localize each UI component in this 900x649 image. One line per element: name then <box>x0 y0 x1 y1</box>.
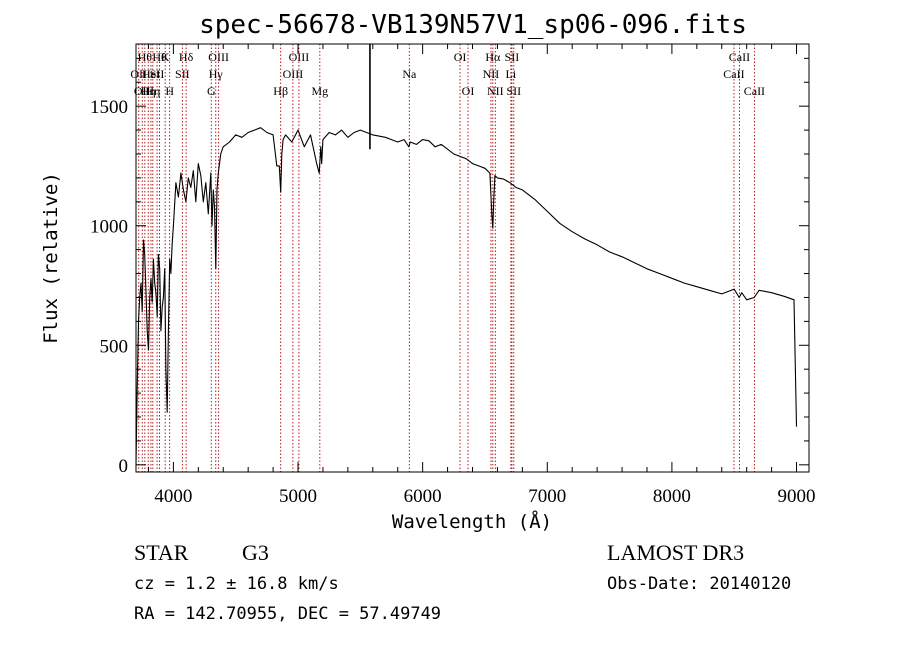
line-label-29: CaII <box>729 50 750 64</box>
line-label-26: SII <box>505 50 520 64</box>
line-label-10: SII <box>175 67 190 81</box>
x-tick-label-2: 6000 <box>404 486 442 507</box>
y-tick-label-0: 0 <box>119 456 129 477</box>
line-label-11: Hδ <box>179 50 194 64</box>
y-tick-label-3: 1500 <box>90 97 128 118</box>
plot-frame <box>135 43 810 473</box>
line-label-24: NII <box>487 84 504 98</box>
y-axis-ticks: 0 500 1000 1500 <box>90 57 809 477</box>
line-label-5: HeI <box>142 67 160 81</box>
line-label-28: CaII <box>723 67 744 81</box>
line-label-30: CaII <box>744 84 765 98</box>
line-label-17: OIII <box>289 50 310 64</box>
x-tick-label-0: 4000 <box>154 486 192 507</box>
y-tick-label-1: 500 <box>100 336 129 357</box>
line-label-22: NII <box>483 67 500 81</box>
x-tick-label-5: 9000 <box>778 486 816 507</box>
emission-line-labels: OIIOIIHθHηHηHeISIIHθKHSIIHδGHγOIIIHβOIII… <box>130 50 765 98</box>
line-label-9: H <box>165 84 174 98</box>
x-axis-label: Wavelength (Å) <box>392 510 552 533</box>
line-label-6: SII <box>150 67 165 81</box>
x-tick-label-4: 8000 <box>653 486 691 507</box>
line-label-0: OII <box>130 67 147 81</box>
line-label-18: Mg <box>311 84 328 98</box>
line-label-16: OIII <box>283 67 304 81</box>
line-label-21: OI <box>462 84 475 98</box>
line-label-13: Hγ <box>209 67 224 81</box>
x-tick-label-1: 5000 <box>279 486 317 507</box>
line-label-2: Hθ <box>138 50 153 64</box>
survey-name: LAMOST DR3 <box>607 540 744 565</box>
observation-date: Obs-Date: 20140120 <box>607 574 791 594</box>
line-label-7: Hθ <box>152 50 167 64</box>
line-label-23: Hα <box>485 50 501 64</box>
chart-title: spec-56678-VB139N57V1_sp06-096.fits <box>199 10 747 40</box>
line-label-14: OIII <box>208 50 229 64</box>
line-label-19: Na <box>402 67 417 81</box>
flux-series-line <box>135 127 798 465</box>
emission-line-markers <box>138 44 755 472</box>
redshift-readout: cz = 1.2 ± 16.8 km/s <box>134 574 339 594</box>
y-axis-label: Flux (relative) <box>40 172 62 344</box>
line-label-15: Hβ <box>273 84 288 98</box>
object-subclass: G3 <box>242 540 269 565</box>
x-tick-label-3: 7000 <box>528 486 566 507</box>
coordinates-readout: RA = 142.70955, DEC = 57.49749 <box>134 604 441 624</box>
line-label-25: Li <box>506 67 517 81</box>
object-class: STAR <box>134 540 189 565</box>
y-tick-label-2: 1000 <box>90 217 128 238</box>
line-label-4: Hη <box>145 84 160 98</box>
line-label-20: OI <box>454 50 467 64</box>
line-label-1: OII <box>134 84 151 98</box>
line-label-27: SII <box>506 84 521 98</box>
line-label-8: K <box>161 50 170 64</box>
x-axis-ticks: 4000 5000 6000 7000 8000 9000 <box>147 44 816 507</box>
line-label-12: G <box>207 84 216 98</box>
line-label-3: Hη <box>141 84 156 98</box>
